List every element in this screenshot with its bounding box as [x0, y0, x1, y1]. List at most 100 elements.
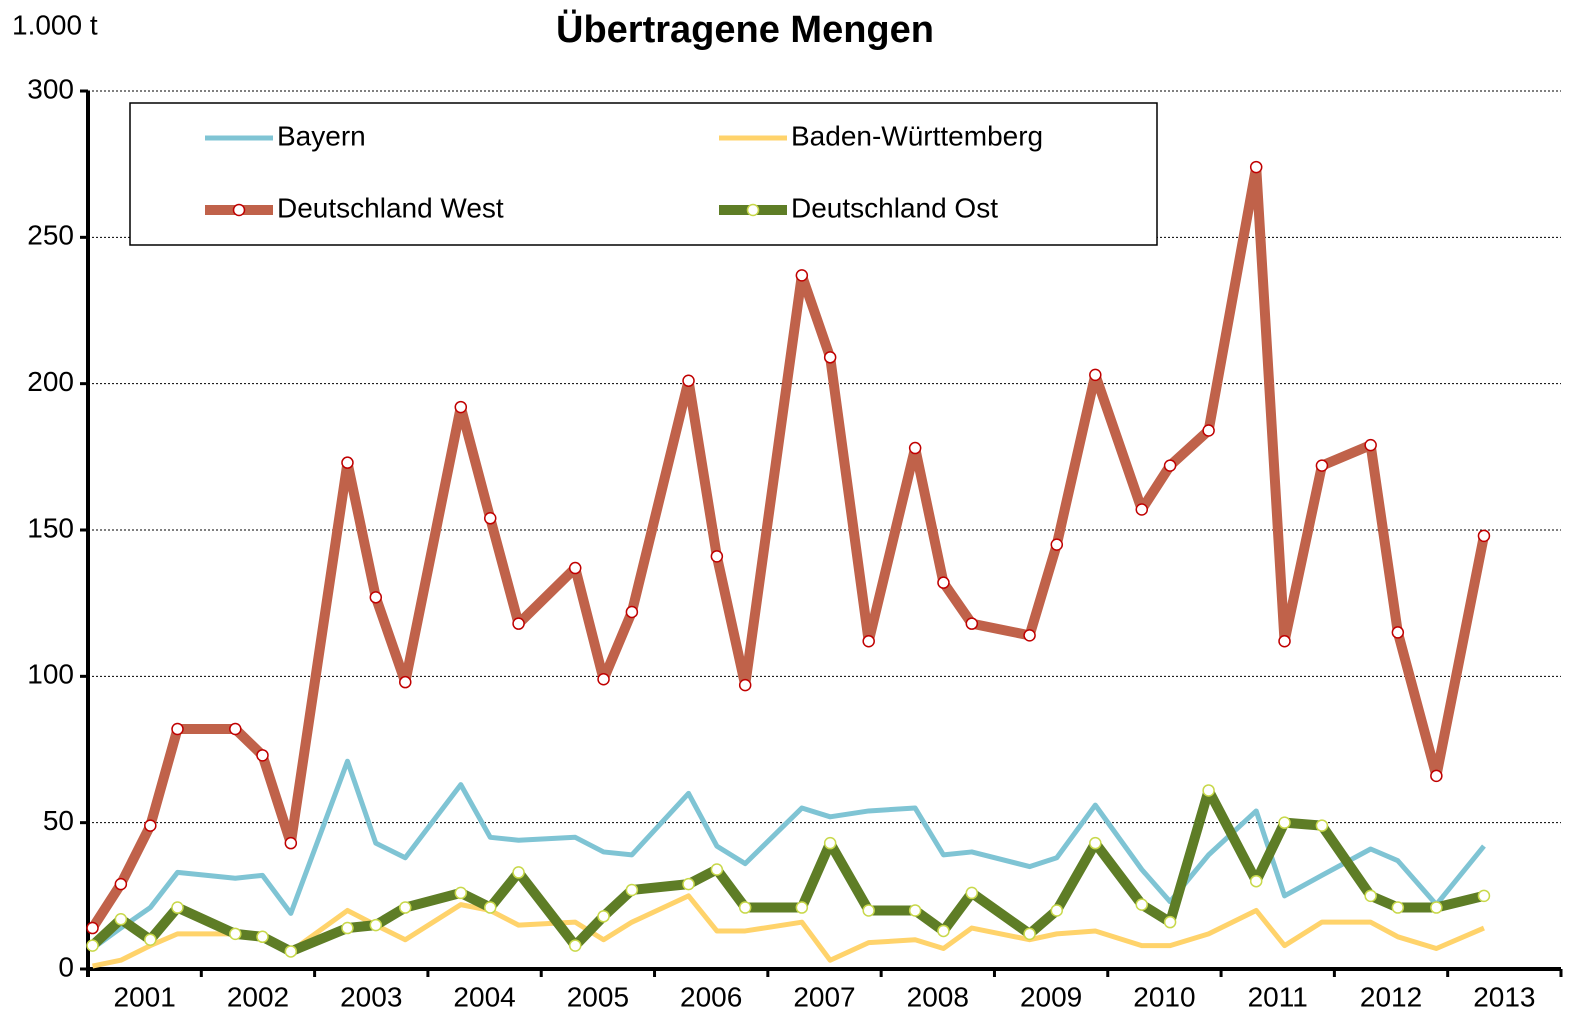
marker — [862, 904, 875, 917]
legend-label: Deutschland West — [277, 192, 504, 223]
marker — [1023, 629, 1036, 642]
y-tick-label: 150 — [27, 512, 74, 543]
marker — [682, 374, 695, 387]
marker — [483, 901, 497, 914]
marker — [682, 877, 695, 891]
marker — [1249, 874, 1263, 888]
marker — [1477, 529, 1491, 543]
marker — [454, 400, 468, 414]
x-tick-label: 2002 — [227, 981, 289, 1012]
marker — [171, 901, 184, 914]
marker — [1278, 816, 1291, 829]
marker — [284, 836, 298, 850]
marker — [512, 617, 525, 630]
marker — [256, 930, 269, 944]
marker — [1249, 160, 1263, 174]
marker — [1315, 459, 1329, 472]
marker — [1391, 901, 1405, 914]
x-tick-label: 2004 — [453, 981, 515, 1012]
marker — [1278, 634, 1291, 648]
marker — [1163, 915, 1177, 929]
marker — [86, 921, 99, 935]
marker — [114, 912, 128, 926]
y-tick-label: 50 — [43, 805, 74, 836]
x-tick-label: 2009 — [1020, 981, 1082, 1012]
marker — [1089, 836, 1102, 850]
marker — [454, 886, 468, 900]
marker — [597, 673, 610, 686]
marker — [1089, 368, 1102, 382]
marker — [341, 456, 354, 469]
marker — [937, 576, 950, 589]
x-tick-label: 2003 — [340, 981, 402, 1012]
y-tick-label: 250 — [27, 220, 74, 251]
y-tick-label: 0 — [58, 951, 74, 982]
legend-label: Baden-Württemberg — [791, 120, 1043, 151]
marker — [862, 634, 875, 648]
y-tick-label: 100 — [27, 659, 74, 690]
marker — [1430, 769, 1443, 783]
marker — [144, 819, 157, 832]
marker — [369, 918, 383, 932]
marker — [1163, 459, 1177, 472]
marker — [284, 945, 298, 958]
x-tick-label: 2001 — [114, 981, 176, 1012]
marker — [399, 901, 412, 914]
marker — [1364, 889, 1377, 903]
marker — [965, 617, 979, 630]
marker — [568, 939, 582, 952]
marker — [1202, 424, 1215, 437]
marker — [1315, 819, 1329, 832]
marker — [1135, 898, 1149, 911]
marker — [823, 836, 837, 850]
marker — [625, 605, 639, 619]
series-line — [88, 162, 1489, 931]
legend-label: Deutschland Ost — [791, 192, 998, 223]
marker — [483, 512, 497, 525]
marker — [710, 550, 724, 563]
marker — [114, 877, 128, 891]
marker — [738, 678, 752, 692]
marker — [1477, 889, 1491, 903]
marker — [399, 675, 412, 689]
marker — [908, 904, 922, 917]
marker — [965, 886, 979, 900]
marker — [568, 561, 582, 575]
y-tick-label: 200 — [27, 366, 74, 397]
marker — [229, 722, 242, 736]
series-line — [89, 785, 1486, 957]
marker — [171, 722, 184, 736]
marker — [512, 866, 525, 879]
series-line — [91, 758, 1486, 951]
marker — [795, 269, 809, 282]
x-tick-label: 2013 — [1473, 981, 1535, 1012]
marker — [1050, 904, 1064, 917]
marker — [1364, 438, 1377, 452]
marker — [1023, 927, 1036, 941]
marker — [341, 921, 354, 935]
legend-marker — [232, 203, 246, 217]
marker — [937, 924, 950, 938]
marker — [144, 933, 157, 946]
marker — [625, 883, 639, 897]
marker — [597, 910, 610, 923]
marker — [1135, 503, 1149, 516]
x-tick-label: 2005 — [567, 981, 629, 1012]
y-tick-label: 300 — [27, 73, 74, 104]
marker — [256, 749, 269, 762]
chart-title: Übertragene Mengen — [556, 8, 934, 51]
marker — [908, 441, 922, 455]
marker — [86, 939, 99, 952]
x-tick-label: 2012 — [1360, 981, 1422, 1012]
marker — [710, 863, 724, 876]
marker — [369, 591, 383, 604]
marker — [1202, 784, 1215, 797]
marker — [1391, 626, 1405, 639]
x-tick-label: 2006 — [680, 981, 742, 1012]
marker — [738, 901, 752, 914]
marker — [1050, 538, 1064, 551]
x-tick-label: 2011 — [1248, 981, 1308, 1012]
y-axis-label: 1.000 t — [12, 9, 98, 40]
marker — [1430, 901, 1443, 914]
